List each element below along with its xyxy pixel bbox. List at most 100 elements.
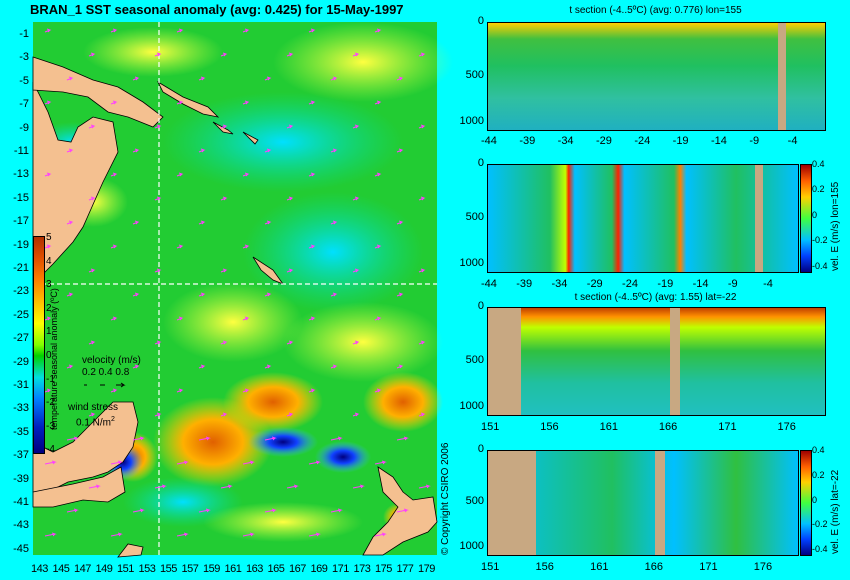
sst-map-image (32, 22, 453, 558)
sst-colorbar (33, 236, 45, 454)
velocity-colorbar-tick: -0.2 (812, 519, 828, 530)
section-x-tick: 161 (599, 421, 618, 433)
map-y-tick: -9 (19, 121, 29, 134)
colorbar-tick: 3 (46, 279, 52, 291)
map-y-tick: -19 (13, 238, 29, 251)
section-y-tick: 1000 (459, 539, 484, 552)
section-x-tick: -44 (481, 278, 497, 290)
map-x-tick: 153 (138, 563, 156, 575)
wind-arrow (374, 532, 387, 537)
wind-arrow (308, 532, 321, 537)
map-y-tick: -5 (19, 74, 29, 87)
map-x-tick: 149 (95, 563, 113, 575)
map-x-tick: 177 (396, 563, 414, 575)
wind-arrow (44, 388, 52, 393)
wind-arrow (374, 460, 387, 465)
wind-arrow (396, 508, 409, 513)
section-x-tick: 161 (590, 561, 609, 573)
wind-arrow (242, 100, 250, 105)
land-mask (755, 165, 764, 272)
wind-arrow (220, 124, 228, 129)
wind-arrow (264, 148, 272, 153)
wind-arrow (374, 100, 382, 105)
section-x-tick: -39 (519, 135, 536, 147)
section-x-tick: -19 (672, 135, 689, 147)
velocity-colorbar-tick: 0 (812, 494, 818, 505)
section-y-tick: 0 (477, 15, 484, 27)
map-x-tick: 163 (246, 563, 263, 575)
wind-arrow (154, 340, 162, 345)
wind-arrow (330, 508, 343, 513)
wind-arrow (176, 28, 184, 33)
wind-arrow (44, 28, 52, 33)
wind-arrow (88, 340, 96, 345)
wind-arrow (220, 268, 228, 273)
map-x-tick: 157 (181, 563, 199, 575)
wind-arrow (44, 172, 52, 177)
wind-arrow (132, 508, 145, 513)
wind-arrow (308, 316, 316, 321)
wind-arrow (330, 292, 338, 297)
velocity-legend-arrows (84, 382, 126, 388)
map-x-tick: 145 (52, 563, 70, 575)
wind-arrow (308, 388, 316, 393)
colorbar-tick: -4 (46, 444, 55, 456)
land-mask (669, 308, 680, 415)
wind-arrow (286, 196, 294, 201)
wind-arrow (176, 100, 184, 105)
wind-arrow (264, 508, 277, 513)
velocity-colorbar-tick: -0.4 (812, 544, 828, 555)
map-y-tick: -23 (13, 285, 29, 298)
wind-arrow (198, 436, 211, 441)
map-x-tick: 167 (289, 563, 306, 575)
map-y-tick: -15 (13, 191, 29, 204)
section-x-tick: 156 (540, 421, 559, 433)
wind-arrow (418, 124, 426, 129)
wind-arrow (242, 28, 250, 33)
section-title: t section (-4..5ºC) (avg: 0.776) lon=155 (569, 5, 742, 16)
wind-arrow (176, 532, 189, 537)
land-mask (488, 451, 536, 555)
colorbar-tick: -3 (46, 420, 55, 432)
wind-arrow (286, 412, 294, 417)
wind-arrow (352, 484, 365, 489)
velocity-colorbar-tick: 0 (812, 209, 818, 220)
wind-arrow (110, 28, 118, 33)
wind-arrow (88, 268, 96, 273)
wind-arrow (396, 436, 409, 441)
section-y-tick: 0 (477, 300, 484, 312)
wind-stress-value: 0.1 N/m2 (76, 416, 115, 428)
wind-arrow (110, 100, 118, 105)
wind-arrow (154, 268, 162, 273)
wind-arrow (286, 124, 294, 129)
wind-arrow (198, 364, 206, 369)
colorbar-tick: 2 (46, 302, 52, 314)
section-x-tick: 171 (718, 421, 737, 433)
wind-arrow (242, 460, 255, 465)
wind-arrow (308, 172, 316, 177)
section-x-tick: 151 (481, 421, 500, 433)
wind-arrow (308, 244, 316, 249)
map-x-tick: 179 (418, 563, 435, 575)
page-title: BRAN_1 SST seasonal anomaly (avg: 0.425)… (30, 2, 404, 17)
wind-arrow (66, 364, 74, 369)
wind-arrow (264, 292, 272, 297)
wind-arrow (154, 196, 162, 201)
section-x-tick: -24 (622, 278, 638, 290)
wind-arrow (176, 244, 184, 249)
section-y-tick: 0 (477, 157, 484, 169)
wind-arrow (110, 316, 118, 321)
section-plot (487, 164, 799, 273)
wind-arrow (44, 316, 52, 321)
wind-arrow (88, 196, 96, 201)
velocity-colorbar-tick: -0.2 (812, 235, 828, 246)
map-x-tick: 165 (267, 563, 285, 575)
wind-arrow (132, 220, 140, 225)
section-y-tick: 1000 (459, 256, 484, 269)
map-x-tick: 159 (203, 563, 220, 575)
land-mask (488, 308, 521, 415)
section-x-tick: -4 (787, 135, 798, 147)
wind-arrow (330, 220, 338, 225)
wind-arrow (88, 124, 96, 129)
wind-arrow (374, 388, 382, 393)
